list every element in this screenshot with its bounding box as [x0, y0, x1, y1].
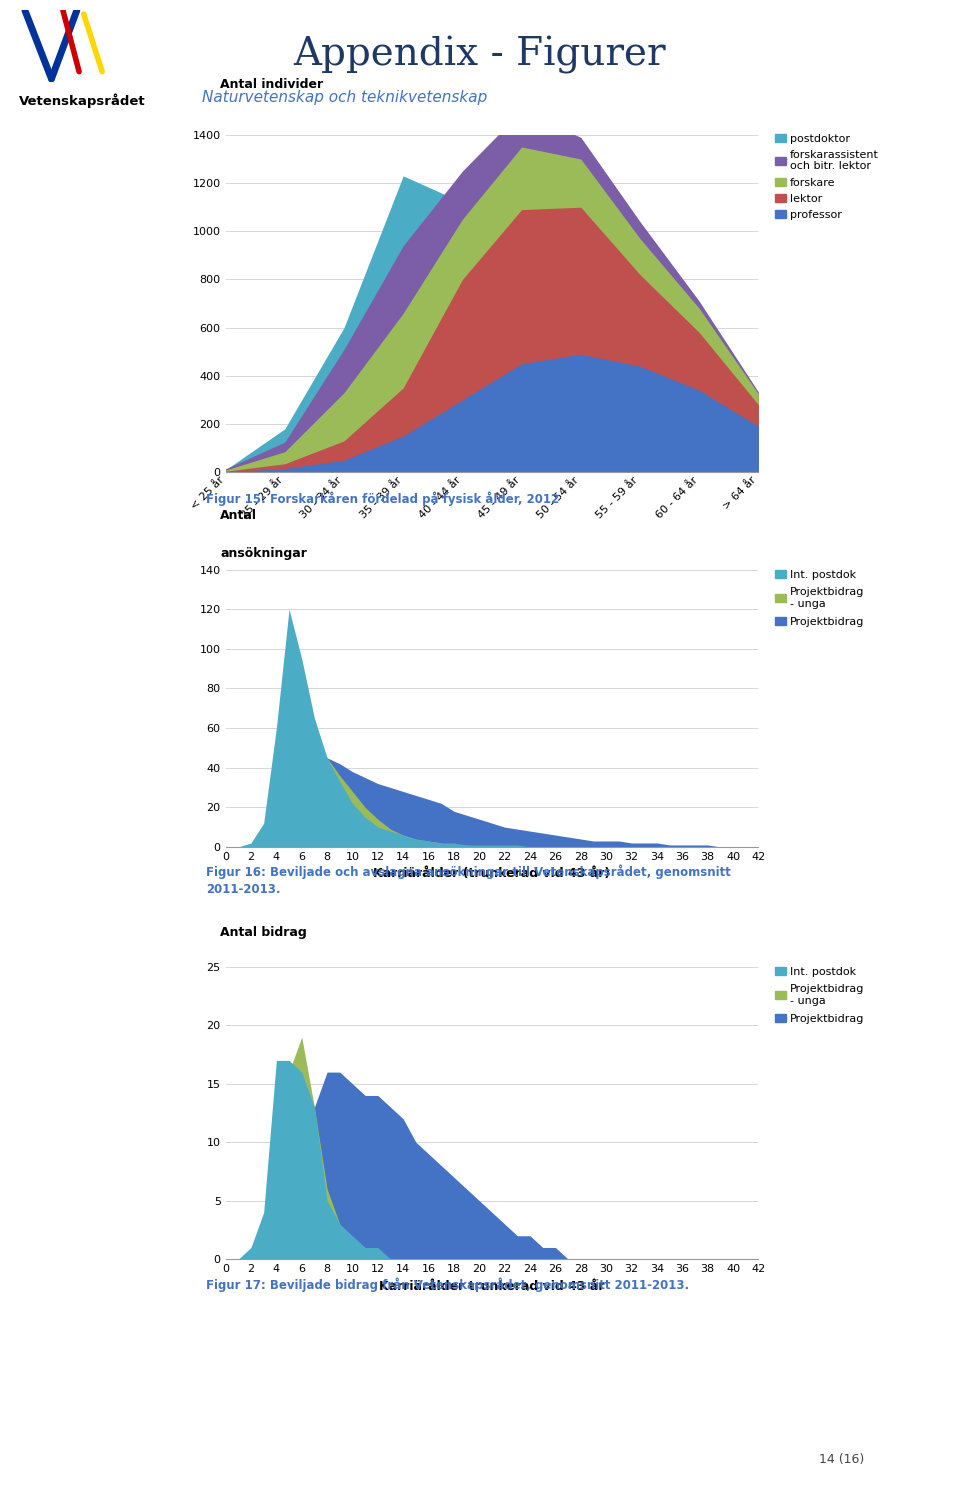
Text: Antal individer: Antal individer: [220, 78, 324, 90]
Text: Naturvetenskap och teknikvetenskap: Naturvetenskap och teknikvetenskap: [202, 90, 487, 105]
Text: 14 (16): 14 (16): [819, 1453, 864, 1466]
Text: Appendix - Figurer: Appendix - Figurer: [294, 36, 666, 75]
X-axis label: Karriärålder (trunkerad vid 43 år): Karriärålder (trunkerad vid 43 år): [373, 868, 611, 880]
Text: Figur 17: Beviljade bidrag från Vetenskapsrådet, genomsnitt 2011-2013.: Figur 17: Beviljade bidrag från Vetenska…: [206, 1277, 689, 1292]
Text: Antal: Antal: [220, 508, 257, 522]
Legend: Int. postdok, Projektbidrag
- unga, Projektbidrag: Int. postdok, Projektbidrag - unga, Proj…: [775, 967, 865, 1024]
Text: Antal bidrag: Antal bidrag: [220, 926, 307, 938]
Legend: postdoktor, forskarassistent
och bitr. lektor, forskare, lektor, professor: postdoktor, forskarassistent och bitr. l…: [775, 133, 879, 220]
Text: Vetenskapsrådet: Vetenskapsrådet: [19, 93, 146, 108]
X-axis label: Karriärålder trunkerad vid 43 år: Karriärålder trunkerad vid 43 år: [379, 1280, 605, 1292]
Text: 2011-2013.: 2011-2013.: [206, 883, 281, 896]
Legend: Int. postdok, Projektbidrag
- unga, Projektbidrag: Int. postdok, Projektbidrag - unga, Proj…: [775, 570, 865, 627]
Text: ansökningar: ansökningar: [220, 547, 307, 561]
Text: Figur 16: Beviljade och avslagna ansökningar till Vetenskapsrådet, genomsnitt: Figur 16: Beviljade och avslagna ansökni…: [206, 865, 732, 880]
Text: Figur 15: Forskarkåren fördelad på fysisk ålder, 2012: Figur 15: Forskarkåren fördelad på fysis…: [206, 492, 560, 507]
